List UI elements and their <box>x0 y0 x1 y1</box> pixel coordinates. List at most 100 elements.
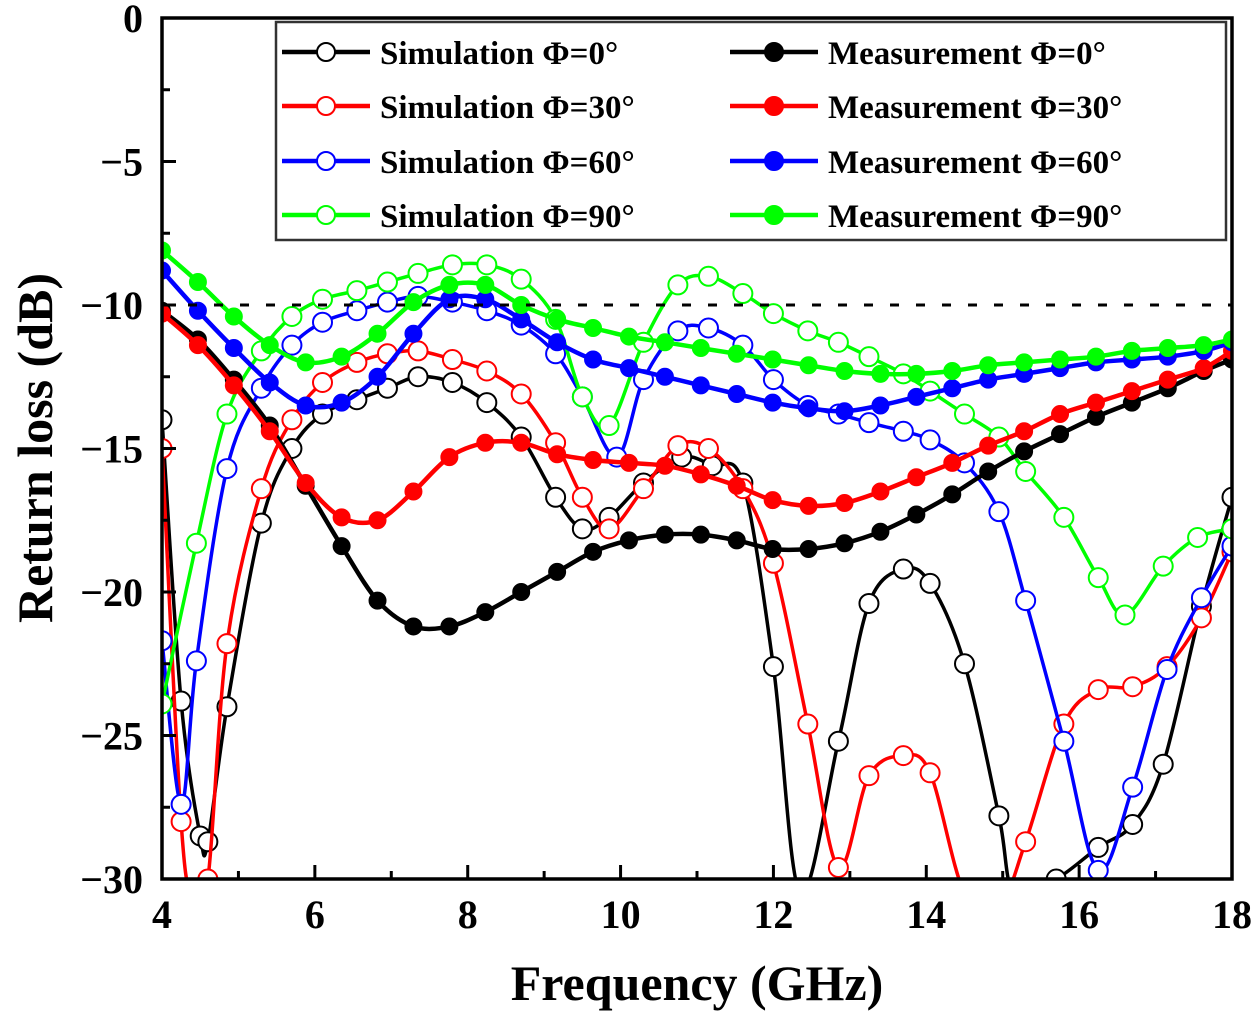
simulation-marker <box>1045 868 1067 879</box>
measurement-marker <box>440 275 459 294</box>
measurement-marker <box>1194 336 1213 355</box>
series-measurement-7 <box>162 241 1232 383</box>
measurement-marker <box>619 531 638 550</box>
simulation-marker <box>762 369 784 391</box>
legend-swatch-marker <box>764 96 784 116</box>
simulation-marker <box>312 311 333 333</box>
simulation-marker <box>892 420 914 442</box>
simulation-marker <box>571 518 593 540</box>
simulation-marker <box>1156 658 1178 680</box>
x-tick-label: 4 <box>152 892 172 937</box>
measurement-marker <box>655 367 674 386</box>
y-axis-title: Return loss (dB) <box>7 273 63 623</box>
legend-label: Simulation Φ=30° <box>380 90 635 126</box>
simulation-marker <box>1114 604 1136 626</box>
legend-label: Measurement Φ=90° <box>828 199 1122 235</box>
measurement-marker <box>871 522 890 541</box>
simulation-marker <box>1190 587 1212 609</box>
measurement-marker <box>476 275 495 294</box>
legend-label: Measurement Φ=60° <box>828 145 1122 181</box>
measurement-marker <box>1086 393 1105 412</box>
measurement-marker <box>404 617 423 636</box>
simulation-marker <box>1152 555 1174 577</box>
simulation-marker <box>762 303 784 325</box>
simulation-marker <box>762 656 784 678</box>
measurement-marker <box>1051 350 1070 369</box>
y-tick-label: −20 <box>80 570 143 615</box>
measurement-marker <box>1158 339 1177 358</box>
measurement-marker <box>799 496 818 515</box>
measurement-marker <box>1051 425 1070 444</box>
measurement-marker <box>871 482 890 501</box>
measurement-marker <box>548 310 567 329</box>
simulation-marker <box>1221 518 1232 540</box>
series-layer <box>162 241 1232 879</box>
measurement-marker <box>799 399 818 418</box>
measurement-marker <box>224 376 243 395</box>
y-tick-label: −10 <box>80 283 143 328</box>
measurement-marker <box>727 384 746 403</box>
measurement-marker <box>224 307 243 326</box>
measurement-marker <box>584 350 603 369</box>
measurement-marker <box>727 344 746 363</box>
measurement-marker <box>332 347 351 366</box>
simulation-marker <box>1053 506 1075 528</box>
measurement-marker <box>943 362 962 381</box>
measurement-marker <box>1122 341 1141 360</box>
measurement-marker <box>440 617 459 636</box>
simulation-marker <box>858 592 880 614</box>
y-tick-label: 0 <box>123 0 143 41</box>
measurement-marker <box>332 508 351 527</box>
legend-swatch-marker <box>316 96 336 116</box>
simulation-marker <box>476 360 498 382</box>
measurement-marker <box>763 393 782 412</box>
legend-label: Simulation Φ=90° <box>380 199 635 235</box>
measurement-marker <box>907 468 926 487</box>
simulation-marker <box>170 793 192 815</box>
measurement-marker <box>404 482 423 501</box>
measurement-marker <box>162 241 171 260</box>
simulation-marker <box>1053 730 1075 752</box>
x-tick-label: 6 <box>305 892 325 937</box>
simulation-marker <box>1087 679 1109 701</box>
simulation-marker <box>1122 776 1144 798</box>
series-simulation-0 <box>162 366 1232 879</box>
simulation-marker <box>441 371 463 393</box>
measurement-marker <box>296 473 315 492</box>
measurement-marker <box>476 603 495 622</box>
simulation-marker <box>162 630 173 652</box>
measurement-marker <box>835 494 854 513</box>
legend-swatch-marker <box>316 205 336 225</box>
simulation-marker <box>827 857 849 879</box>
simulation-marker <box>250 478 272 500</box>
series-measurement-5 <box>162 304 1232 530</box>
legend-label: Measurement Φ=30° <box>828 90 1122 126</box>
simulation-marker <box>185 650 207 672</box>
simulation-marker <box>476 254 498 276</box>
simulation-marker <box>797 713 819 735</box>
simulation-marker <box>797 320 819 342</box>
measurement-marker <box>332 393 351 412</box>
simulation-marker <box>281 305 303 327</box>
simulation-marker <box>919 762 941 784</box>
measurement-marker <box>619 359 638 378</box>
simulation-marker <box>697 438 719 459</box>
measurement-marker <box>476 433 495 452</box>
measurement-marker <box>512 583 531 601</box>
measurement-marker <box>727 476 746 495</box>
measurement-marker <box>655 525 674 544</box>
measurement-marker <box>584 318 603 337</box>
measurement-marker <box>584 542 603 561</box>
simulation-marker <box>892 745 914 767</box>
simulation-marker <box>667 435 689 457</box>
simulation-marker <box>858 412 880 434</box>
simulation-marker <box>858 765 880 787</box>
series-line <box>162 374 1232 879</box>
simulation-marker <box>162 693 173 715</box>
measurement-marker <box>188 273 207 292</box>
measurement-marker <box>368 324 387 343</box>
measurement-marker <box>332 537 351 556</box>
simulation-marker <box>510 383 532 405</box>
measurement-marker <box>260 373 279 392</box>
